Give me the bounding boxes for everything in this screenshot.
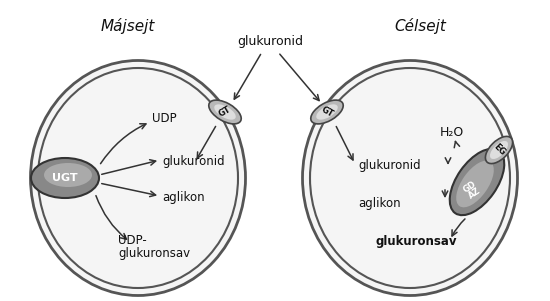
Ellipse shape <box>214 104 236 120</box>
Text: EG: EG <box>491 142 507 158</box>
Ellipse shape <box>30 61 245 296</box>
Ellipse shape <box>31 158 99 198</box>
Text: GD
ÁZ: GD ÁZ <box>461 179 482 201</box>
Text: glukuronsav: glukuronsav <box>376 235 458 249</box>
Text: glukuronid: glukuronid <box>358 159 421 172</box>
Text: Májsejt: Májsejt <box>101 18 155 34</box>
Ellipse shape <box>44 163 92 187</box>
Ellipse shape <box>450 149 504 215</box>
Text: GT: GT <box>217 105 233 119</box>
Text: UDP: UDP <box>152 111 177 125</box>
Text: UDP-: UDP- <box>118 234 147 247</box>
Ellipse shape <box>310 68 510 288</box>
Ellipse shape <box>316 104 338 120</box>
Text: H₂O: H₂O <box>440 126 464 138</box>
Text: aglikon: aglikon <box>358 197 400 209</box>
Text: UGT: UGT <box>52 173 78 183</box>
Ellipse shape <box>486 136 513 164</box>
Ellipse shape <box>456 161 494 207</box>
Ellipse shape <box>490 141 508 159</box>
Text: glukuronid: glukuronid <box>237 36 303 48</box>
Text: GT: GT <box>320 105 335 119</box>
Text: glukuronsav: glukuronsav <box>118 247 190 259</box>
Ellipse shape <box>38 68 238 288</box>
Text: Célsejt: Célsejt <box>394 18 446 34</box>
Ellipse shape <box>209 100 241 124</box>
Text: glukuronid: glukuronid <box>162 156 224 169</box>
Ellipse shape <box>311 100 343 124</box>
Ellipse shape <box>302 61 518 296</box>
Text: aglikon: aglikon <box>162 191 205 204</box>
